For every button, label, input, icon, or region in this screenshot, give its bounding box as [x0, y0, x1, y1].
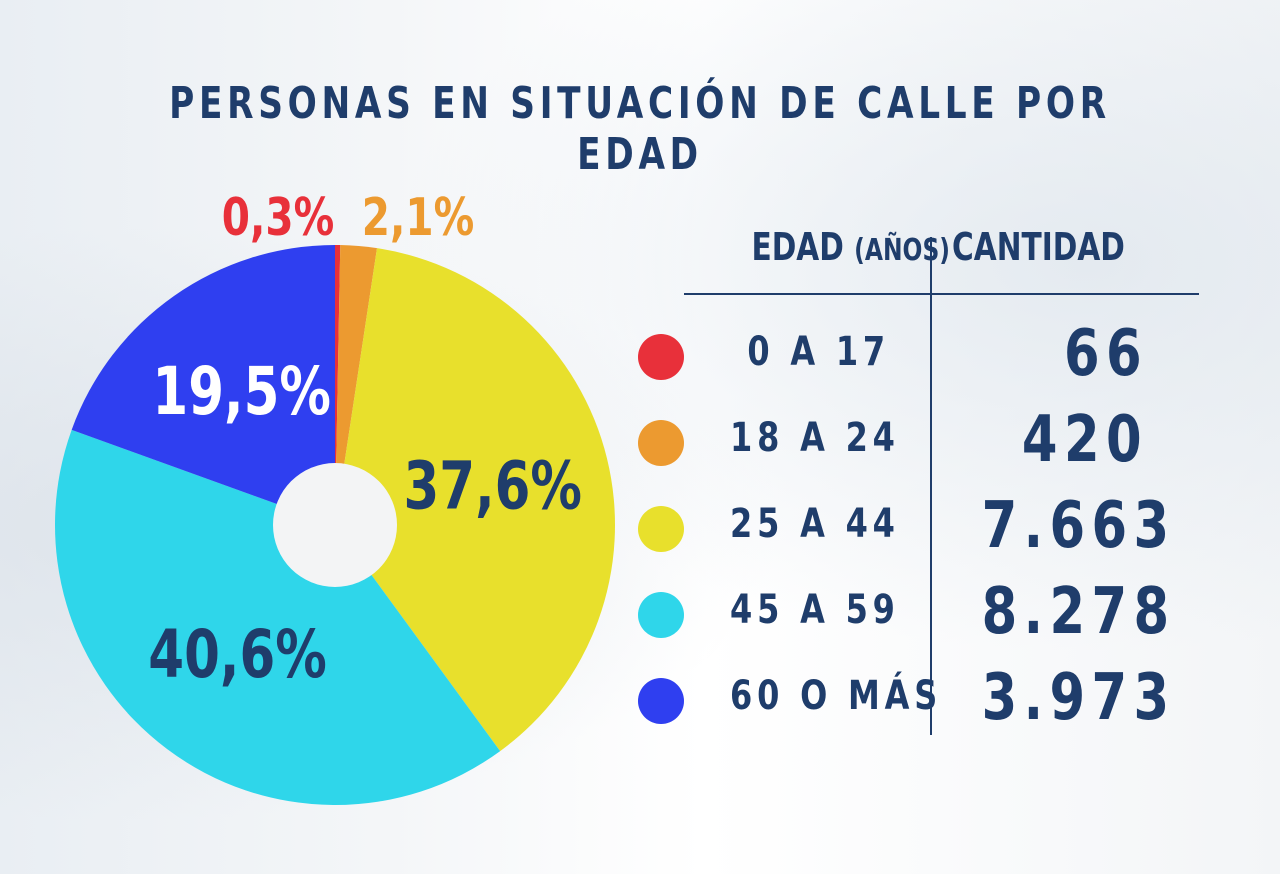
legend-dot-45-59 [638, 592, 684, 638]
table-row: 18 A 24 420 [630, 401, 1210, 487]
table-row: 25 A 44 7.663 [630, 487, 1210, 573]
pie-chart: 0,3% 2,1% 37,6% 40,6% 19,5% [54, 187, 616, 806]
age-range: 60 O MÁS [730, 673, 943, 719]
quantity: 7.663 [981, 489, 1176, 563]
legend-dot-0-17 [638, 334, 684, 380]
legend-dot-25-44 [638, 506, 684, 552]
header-age-label: EDAD [751, 225, 844, 269]
header-age: EDAD (AÑOS) [716, 225, 950, 269]
column-divider [930, 237, 932, 735]
table-row: 45 A 59 8.278 [630, 573, 1210, 659]
table-row: 0 A 17 66 [630, 315, 1210, 401]
header-divider [684, 293, 1199, 295]
pie-slice-25-44 [335, 248, 616, 752]
table-row: 60 O MÁS 3.973 [630, 659, 1210, 745]
page-title: PERSONAS EN SITUACIÓN DE CALLE POR EDAD [169, 78, 1111, 180]
slice-label-45-59: 40,6% [148, 616, 327, 693]
quantity: 3.973 [981, 661, 1176, 735]
slice-label-60-plus: 19,5% [152, 353, 331, 430]
quantity: 420 [1021, 403, 1148, 477]
age-range: 18 A 24 [730, 415, 900, 461]
age-table: EDAD (AÑOS) CANTIDAD 0 A 17 66 18 A 24 4… [630, 225, 1210, 745]
age-range: 0 A 17 [747, 329, 890, 375]
header-age-unit: (AÑOS) [854, 233, 950, 268]
age-range: 45 A 59 [730, 587, 900, 633]
pie-slice-18-24 [335, 245, 378, 526]
pie-slice-60-plus [71, 245, 335, 525]
pie-slice-0-17 [335, 245, 341, 525]
pie-slice-45-59 [54, 429, 501, 806]
quantity: 66 [1063, 317, 1148, 391]
slice-label-18-24: 2,1% [362, 187, 474, 247]
age-range: 25 A 44 [730, 501, 900, 547]
donut-hole [273, 463, 397, 587]
slice-label-0-17: 0,3% [222, 187, 334, 247]
quantity: 8.278 [981, 575, 1176, 649]
legend-dot-60-plus [638, 678, 684, 724]
header-quantity: CANTIDAD [952, 225, 1125, 269]
legend-dot-18-24 [638, 420, 684, 466]
slice-label-25-44: 37,6% [403, 447, 582, 524]
